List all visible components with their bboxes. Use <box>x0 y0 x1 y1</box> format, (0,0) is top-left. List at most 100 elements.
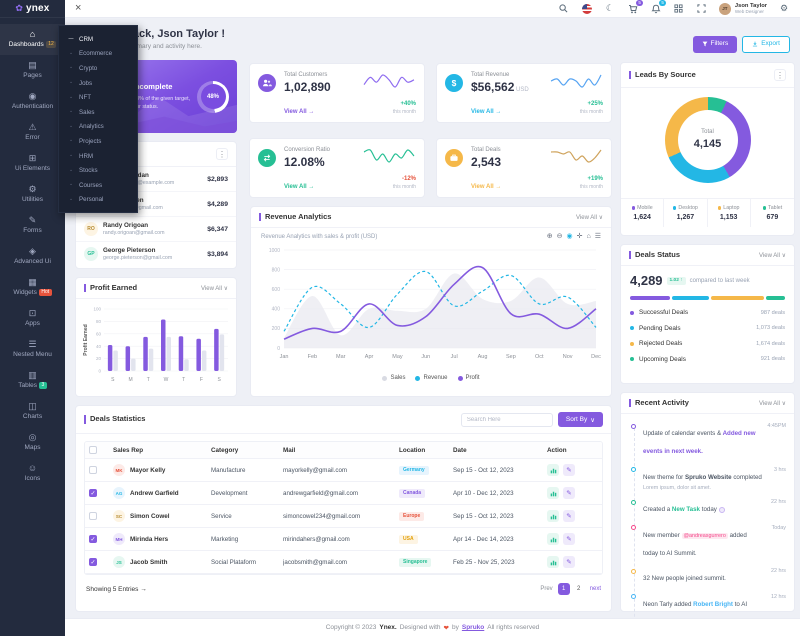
notifications-bell-icon[interactable]: 5 <box>650 0 666 15</box>
view-chart-action-button[interactable] <box>547 533 559 545</box>
row-checkbox[interactable]: ✓ <box>89 558 97 566</box>
view-chart-action-button[interactable] <box>547 556 559 568</box>
sort-by-button[interactable]: Sort By ∨ <box>557 412 603 427</box>
sidebar-item-nested-menu[interactable]: ☰ Nested Menu <box>0 334 65 365</box>
kpi-change-period: this month <box>579 183 603 190</box>
pagination-prev[interactable]: Prev <box>540 586 553 592</box>
sidebar-item-dashboards[interactable]: ⌂ Dashboards 12 <box>0 24 65 55</box>
view-chart-action-button[interactable] <box>547 464 559 476</box>
more-options-icon[interactable]: ⋮ <box>216 148 228 160</box>
leads-by-source-card: Leads By Source ⋮ Total 4,145 Mobile 1,62… <box>620 62 795 236</box>
menu-item-sales[interactable]: ◦ Sales <box>59 105 137 120</box>
top-deal-row[interactable]: RO Randy Origoan randy.origoan@gmail.com $6… <box>76 217 236 243</box>
search-icon[interactable] <box>558 3 570 15</box>
sidebar-item-icons[interactable]: ☺ Icons <box>0 458 65 489</box>
sidebar-item-charts[interactable]: ◫ Charts <box>0 396 65 427</box>
edit-action-button[interactable]: ✎ <box>563 510 575 522</box>
menu-item-hrm[interactable]: ◦ HRM <box>59 149 137 164</box>
sidebar-item-maps[interactable]: ◎ Maps <box>0 427 65 458</box>
settings-gear-icon[interactable]: ⚙ <box>779 3 789 13</box>
select-all-checkbox[interactable] <box>89 446 97 454</box>
revenue-view-all-dropdown[interactable]: View All ∨ <box>576 214 603 221</box>
svg-text:Mar: Mar <box>336 354 346 360</box>
kpi-view-all-link[interactable]: View All → <box>471 184 502 190</box>
revenue-chart-subtitle: Revenue Analytics with sales & profit (U… <box>261 233 378 240</box>
fullscreen-icon[interactable] <box>696 3 708 15</box>
pagination-next[interactable]: next <box>589 586 601 592</box>
status-item-label: Rejected Deals <box>639 340 683 348</box>
sidebar-item-tables[interactable]: ▥ Tables 3 <box>0 365 65 396</box>
kpi-sparkline <box>363 149 415 163</box>
menu-item-ecommerce[interactable]: ◦ Ecommerce <box>59 47 137 62</box>
menu-item-personal[interactable]: ◦ Personal <box>59 193 137 208</box>
row-checkbox[interactable] <box>89 466 97 474</box>
kpi-label: Total Deals <box>471 147 501 153</box>
menu-icon[interactable]: ☰ <box>594 233 601 241</box>
avatar: MH <box>113 533 125 545</box>
recent-activity-view-all-dropdown[interactable]: View All ∨ <box>759 400 786 407</box>
selection-zoom-icon[interactable]: ◉ <box>566 233 573 241</box>
home-icon[interactable]: ⌂ <box>586 233 591 241</box>
filters-button[interactable]: Filters <box>692 36 738 53</box>
view-chart-action-button[interactable] <box>547 510 559 522</box>
menu-item-analytics[interactable]: ◦ Analytics <box>59 120 137 135</box>
apps-grid-icon[interactable] <box>673 3 685 15</box>
row-checkbox[interactable] <box>89 512 97 520</box>
menu-item-stocks[interactable]: ◦ Stocks <box>59 163 137 178</box>
edit-action-button[interactable]: ✎ <box>563 464 575 476</box>
cart-icon[interactable]: 5 <box>627 0 643 15</box>
pagination-page-1[interactable]: 1 <box>557 583 570 595</box>
menu-item-nft[interactable]: ◦ NFT <box>59 90 137 105</box>
search-input[interactable] <box>460 412 553 427</box>
menu-item-jobs[interactable]: ◦ Jobs <box>59 76 137 91</box>
close-icon[interactable]: × <box>75 2 82 14</box>
language-flag-icon[interactable] <box>581 3 593 15</box>
app-logo[interactable]: ✿ ynex <box>0 0 65 18</box>
dark-mode-icon[interactable]: ☾ <box>605 3 614 13</box>
kpi-icon-conversion-ratio <box>258 149 276 167</box>
kpi-view-all-link[interactable]: View All → <box>284 184 315 190</box>
more-options-icon[interactable]: ⋮ <box>774 69 786 81</box>
deals-status-view-all-dropdown[interactable]: View All ∨ <box>759 252 786 259</box>
user-menu[interactable]: JT Json Taylor Web Designer <box>718 2 767 15</box>
sidebar-item-apps[interactable]: ⊡ Apps <box>0 303 65 334</box>
view-chart-action-button[interactable] <box>547 487 559 499</box>
edit-action-button[interactable]: ✎ <box>563 556 575 568</box>
sidebar-item-pages[interactable]: ▤ Pages <box>0 55 65 86</box>
pan-icon[interactable]: ✛ <box>576 233 583 241</box>
menu-item-projects[interactable]: ◦ Projects <box>59 134 137 149</box>
kpi-view-all-link[interactable]: View All → <box>471 109 502 115</box>
edit-action-button[interactable]: ✎ <box>563 533 575 545</box>
kpi-view-all-link[interactable]: View All → <box>284 109 315 115</box>
kpi-card-total-deals: Total Deals 2,543 View All → +19% this month <box>436 138 612 198</box>
edit-action-button[interactable]: ✎ <box>563 487 575 499</box>
export-button[interactable]: Export <box>742 36 790 53</box>
row-checkbox[interactable]: ✓ <box>89 535 97 543</box>
footer-vendor-link[interactable]: Spruko <box>461 624 485 631</box>
zoom-in-icon[interactable]: ⊕ <box>546 233 553 241</box>
sidebar-item-authentication[interactable]: ◉ Authentication <box>0 86 65 117</box>
lead-source-value: 1,267 <box>676 214 695 221</box>
leads-by-source-title: Leads By Source <box>629 70 696 80</box>
deal-amount: $6,347 <box>207 225 228 233</box>
menu-item-crypto[interactable]: ◦ Crypto <box>59 61 137 76</box>
error-icon: ⚠ <box>28 122 37 132</box>
menu-item-courses[interactable]: ◦ Courses <box>59 178 137 193</box>
sidebar-item-error[interactable]: ⚠ Error <box>0 117 65 148</box>
kpi-value: $56,562 USD <box>471 80 529 94</box>
target-percent: 48% <box>200 84 226 109</box>
profit-view-all-dropdown[interactable]: View All ∨ <box>201 285 228 292</box>
activity-subtext: Lorem ipsum, dolor sit amet. <box>643 484 712 491</box>
row-checkbox[interactable]: ✓ <box>89 489 97 497</box>
sidebar-item-utilities[interactable]: ⚙ Utilities <box>0 179 65 210</box>
sidebar-item-advanced-ui[interactable]: ◈ Advanced Ui <box>0 241 65 272</box>
menu-item-crm[interactable]: — CRM <box>59 32 137 47</box>
sidebar-item-label: Authentication <box>11 103 54 110</box>
pagination-page-2[interactable]: 2 <box>576 586 581 592</box>
sidebar-item-widgets[interactable]: ▦ Widgets Hot <box>0 272 65 303</box>
zoom-out-icon[interactable]: ⊖ <box>556 233 563 241</box>
top-deal-row[interactable]: GP George Pieterson george.pieterson@gmail… <box>76 242 236 266</box>
sidebar-item-ui-elements[interactable]: ⊞ Ui Elements <box>0 148 65 179</box>
sidebar-item-forms[interactable]: ✎ Forms <box>0 210 65 241</box>
